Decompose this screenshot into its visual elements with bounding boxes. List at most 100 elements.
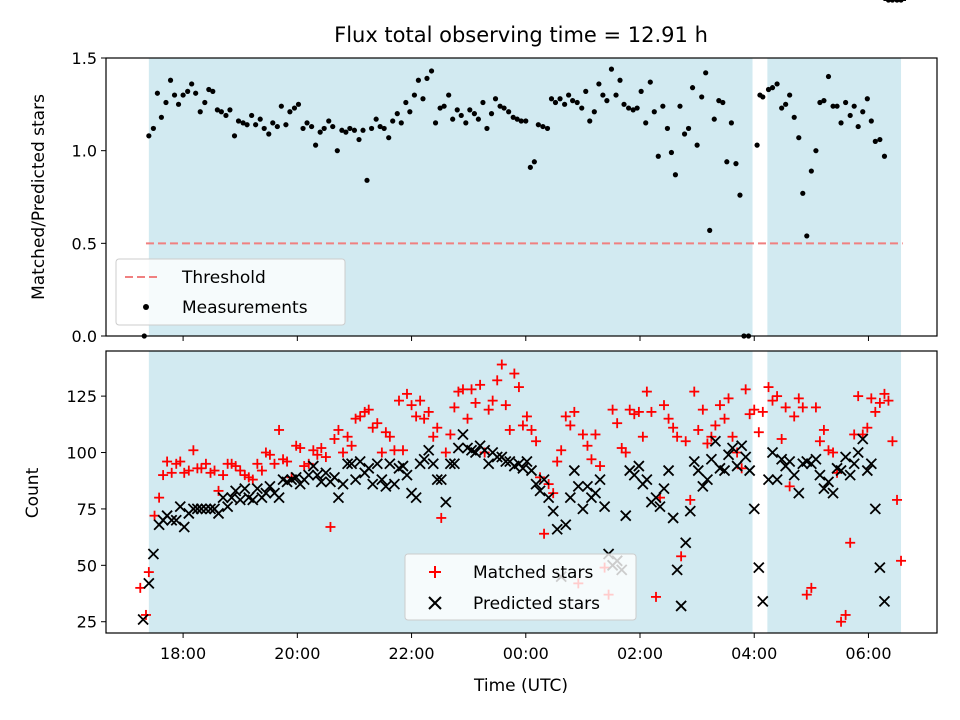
matched-star-point bbox=[140, 609, 151, 620]
measurement-point bbox=[180, 92, 186, 98]
predicted-star-point bbox=[667, 512, 679, 524]
matched-star-point bbox=[432, 422, 443, 433]
matched-star-point bbox=[440, 447, 451, 458]
predicted-star-point bbox=[776, 453, 788, 465]
predicted-star-point bbox=[810, 453, 822, 465]
predicted-star-point bbox=[654, 501, 666, 513]
matched-star-point bbox=[710, 420, 721, 431]
matched-star-point bbox=[818, 424, 829, 435]
matched-star-point bbox=[513, 382, 524, 393]
measurement-point bbox=[458, 112, 464, 119]
measurement-point bbox=[244, 122, 250, 128]
measurement-point bbox=[800, 190, 806, 196]
matched-star-point bbox=[836, 616, 847, 627]
measurement-point bbox=[261, 125, 267, 132]
predicted-star-point bbox=[547, 505, 559, 517]
matched-star-point bbox=[840, 609, 851, 620]
legend-measurements-label: Measurements bbox=[182, 298, 308, 318]
predicted-star-point bbox=[848, 458, 860, 470]
measurement-point bbox=[415, 77, 422, 83]
measurement-point bbox=[604, 98, 610, 104]
predicted-star-point bbox=[367, 478, 379, 490]
measurement-point bbox=[390, 118, 396, 124]
measurement-point bbox=[774, 81, 780, 87]
measurement-point bbox=[787, 92, 793, 98]
matched-star-point bbox=[641, 386, 652, 397]
x-tick-label: 06:00 bbox=[845, 644, 891, 663]
measurement-point bbox=[754, 142, 760, 148]
measurement-point bbox=[360, 127, 366, 133]
predicted-star-point bbox=[852, 446, 864, 459]
measurement-point bbox=[253, 122, 259, 128]
measurement-point bbox=[728, 120, 734, 126]
matched-star-point bbox=[744, 409, 755, 420]
matched-star-point bbox=[767, 395, 778, 406]
measurement-point bbox=[566, 92, 572, 98]
measurement-point bbox=[214, 107, 220, 113]
predicted-star-point bbox=[538, 473, 550, 486]
predicted-star-point bbox=[376, 473, 388, 486]
measurement-point bbox=[570, 98, 576, 104]
measurement-point bbox=[150, 125, 157, 132]
matched-star-point bbox=[235, 465, 246, 476]
measurement-point bbox=[313, 142, 319, 148]
measurement-point bbox=[420, 96, 426, 102]
measurement-point bbox=[432, 120, 439, 126]
predicted-star-point bbox=[788, 469, 800, 481]
measurement-point bbox=[647, 79, 653, 85]
predicted-star-point bbox=[290, 471, 302, 483]
matched-star-point bbox=[676, 551, 687, 562]
matched-star-point bbox=[612, 418, 623, 429]
measurement-point bbox=[608, 66, 615, 72]
matched-star-point bbox=[577, 429, 588, 440]
matched-star-point bbox=[749, 404, 760, 415]
predicted-star-point bbox=[662, 464, 675, 477]
predicted-star-point bbox=[234, 494, 246, 506]
predicted-star-point bbox=[273, 492, 285, 504]
measurement-point bbox=[326, 118, 332, 124]
matched-star-point bbox=[552, 456, 563, 467]
predicted-star-point bbox=[410, 492, 422, 504]
predicted-star-point bbox=[551, 523, 563, 535]
predicted-star-point bbox=[349, 473, 362, 486]
measurement-point bbox=[834, 103, 840, 109]
matched-star-point bbox=[668, 422, 679, 433]
measurement-point bbox=[625, 105, 632, 111]
predicted-star-point bbox=[226, 492, 238, 504]
predicted-star-point bbox=[878, 595, 891, 608]
matched-star-point bbox=[883, 395, 894, 406]
measurement-point bbox=[552, 99, 559, 106]
measurement-point bbox=[454, 107, 460, 113]
matched-star-point bbox=[355, 411, 366, 422]
predicted-star-point bbox=[448, 458, 461, 470]
matched-star-point bbox=[397, 445, 408, 456]
measurement-point bbox=[163, 99, 169, 106]
measurement-point bbox=[651, 109, 657, 115]
measurement-point bbox=[881, 153, 888, 159]
measurement-point bbox=[600, 92, 606, 98]
matched-star-point bbox=[806, 582, 817, 593]
measurement-point bbox=[877, 136, 883, 143]
matched-star-point bbox=[179, 467, 190, 478]
matched-star-point bbox=[449, 402, 460, 413]
predicted-star-point bbox=[620, 510, 632, 522]
measurement-point bbox=[471, 111, 477, 117]
x-tick-label: 04:00 bbox=[731, 644, 777, 663]
matched-star-point bbox=[586, 454, 597, 465]
matched-star-point bbox=[320, 452, 331, 463]
measurement-point bbox=[562, 101, 568, 107]
measurement-point bbox=[699, 94, 705, 100]
predicted-star-point bbox=[491, 451, 503, 463]
matched-star-point bbox=[376, 447, 387, 458]
matched-star-point bbox=[295, 443, 306, 454]
bottom-y-axis-label: Count bbox=[23, 467, 43, 518]
predicted-star-point bbox=[341, 458, 354, 470]
matched-star-point bbox=[539, 528, 550, 539]
x-tick-label: 22:00 bbox=[389, 644, 435, 663]
measurement-point bbox=[202, 99, 208, 106]
predicted-star-point bbox=[435, 473, 447, 486]
matched-star-point bbox=[367, 422, 378, 433]
measurement-point bbox=[868, 118, 874, 124]
matched-star-point bbox=[183, 465, 194, 476]
